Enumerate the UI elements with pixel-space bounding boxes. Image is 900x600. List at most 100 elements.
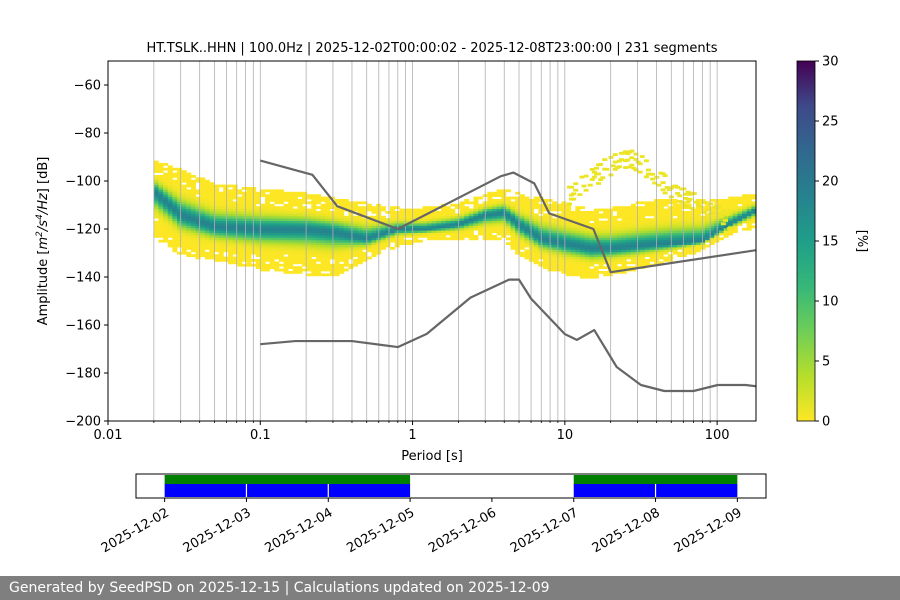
heatmap-cell <box>204 208 210 212</box>
heatmap-cell <box>728 211 734 214</box>
heatmap-cell <box>487 201 493 205</box>
heatmap-cell <box>357 230 363 233</box>
heatmap-cell <box>598 225 604 229</box>
heatmap-cell <box>441 208 447 212</box>
heatmap-cell <box>371 215 377 219</box>
heatmap-cell <box>302 232 308 236</box>
heatmap-cell <box>542 220 548 224</box>
heatmap-cell <box>158 199 164 202</box>
heatmap-cell <box>722 219 728 222</box>
heatmap-cell <box>524 211 530 214</box>
heatmap-cell <box>417 220 423 224</box>
y-axis: −200−180−160−140−120−100−80−60 <box>65 79 108 430</box>
heatmap-cell <box>158 218 164 221</box>
heatmap-cell <box>283 247 289 250</box>
heatmap-cell <box>204 225 210 229</box>
heatmap-cell <box>297 268 303 272</box>
footer: Generated by SeedPSD on 2025-12-15 | Cal… <box>0 576 900 600</box>
heatmap-cell <box>552 232 558 236</box>
heatmap-cell <box>505 232 511 236</box>
heatmap-cell <box>204 201 210 205</box>
heatmap-cell <box>232 239 238 243</box>
heatmap-cell <box>265 244 271 248</box>
heatmap-cell <box>519 239 525 243</box>
heatmap-cell <box>633 158 639 161</box>
heatmap-cell <box>329 263 335 267</box>
heatmap-cell <box>487 194 493 197</box>
heatmap-cell <box>589 223 595 226</box>
heatmap-cell <box>181 230 187 233</box>
heatmap-cell <box>491 237 498 241</box>
heatmap-cell <box>538 199 544 202</box>
heatmap-cell <box>320 218 326 221</box>
heatmap-cell <box>315 220 321 224</box>
heatmap-cell <box>292 268 298 272</box>
heatmap-cell <box>640 239 646 243</box>
heatmap-cell <box>491 227 498 231</box>
heatmap-cell <box>214 220 220 224</box>
heatmap-cell <box>158 191 164 195</box>
heatmap-cell <box>533 196 539 200</box>
heatmap-cell <box>501 208 507 212</box>
heatmap-cell <box>742 196 748 200</box>
heatmap-cell <box>566 206 572 209</box>
heatmap-cell <box>315 254 321 257</box>
heatmap-cell <box>190 189 196 193</box>
heatmap-cell <box>306 263 312 267</box>
heatmap-cell <box>598 163 604 166</box>
heatmap-cell <box>177 230 183 233</box>
heatmap-cell <box>237 203 243 207</box>
heatmap-cell <box>644 232 650 236</box>
heatmap-cell <box>218 227 224 231</box>
heatmap-cell <box>214 242 220 245</box>
heatmap-cell <box>163 232 169 236</box>
heatmap-cell <box>663 244 669 248</box>
heatmap-cell <box>158 175 164 178</box>
heatmap-cell <box>343 247 349 250</box>
heatmap-cell <box>617 232 623 236</box>
heatmap-cell <box>445 227 451 231</box>
heatmap-cell <box>542 263 548 267</box>
heatmap-cell <box>200 230 206 233</box>
heatmap-cell <box>325 263 331 267</box>
heatmap-cell <box>677 215 683 219</box>
heatmap-cell <box>542 199 548 202</box>
heatmap-cell <box>339 268 345 272</box>
heatmap-cell <box>227 189 233 193</box>
heatmap-cell <box>672 208 678 212</box>
heatmap-cell <box>524 244 530 248</box>
heatmap-cell <box>288 244 294 248</box>
heatmap-cell <box>200 213 206 217</box>
heatmap-cell <box>436 211 442 214</box>
heatmap-cell <box>214 256 220 260</box>
heatmap-cell <box>450 211 456 214</box>
heatmap-cell <box>575 218 581 221</box>
heatmap-cell <box>464 223 470 226</box>
heatmap-cell <box>529 230 535 233</box>
heatmap-cell <box>209 230 215 233</box>
heatmap-cell <box>297 194 303 197</box>
heatmap-cell <box>255 244 261 248</box>
heatmap-cell <box>658 244 664 248</box>
heatmap-cell <box>617 249 623 253</box>
heatmap-cell <box>473 227 479 231</box>
heatmap-cell <box>297 215 303 219</box>
heatmap-cell <box>177 232 183 236</box>
heatmap-cell <box>311 196 317 200</box>
heatmap-cell <box>163 177 169 181</box>
heatmap-cell <box>348 203 354 207</box>
y-tick-label: −140 <box>65 271 101 286</box>
heatmap-cell <box>413 227 419 231</box>
heatmap-cell <box>311 266 317 269</box>
heatmap-cell <box>181 201 187 205</box>
heatmap-cell <box>649 225 655 229</box>
heatmap-cell <box>274 206 280 209</box>
heatmap-cell <box>524 215 530 219</box>
heatmap-cell <box>644 237 650 241</box>
heatmap-cell <box>357 208 363 212</box>
heatmap-cell <box>691 192 697 196</box>
heatmap-cell <box>403 215 409 219</box>
heatmap-cell <box>649 242 655 245</box>
heatmap-cell <box>561 225 567 229</box>
heatmap-cell <box>598 266 604 269</box>
